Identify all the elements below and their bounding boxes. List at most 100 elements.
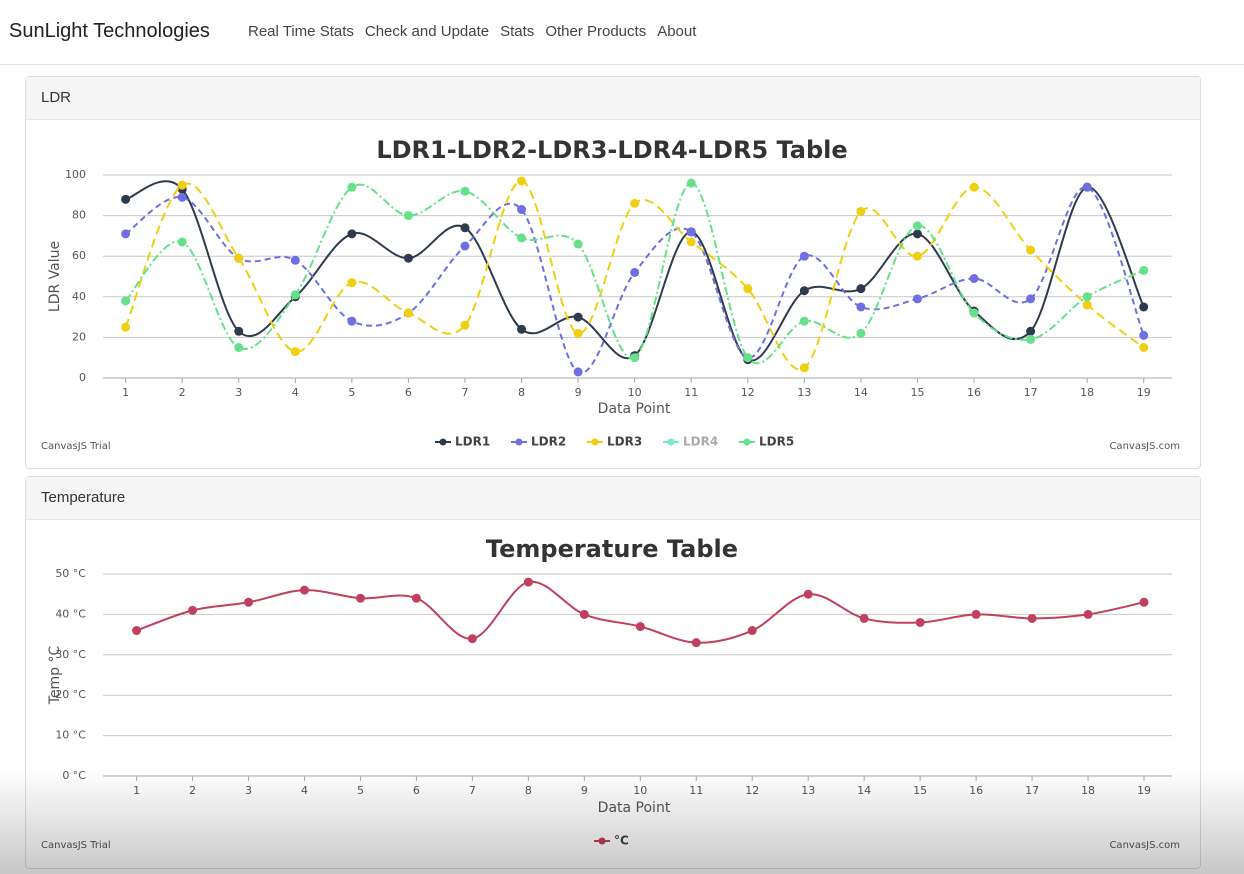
legend-marker bbox=[515, 438, 523, 446]
data-point bbox=[1082, 300, 1092, 310]
y-tick-label: 50 °C bbox=[55, 567, 86, 580]
x-tick-label: 19 bbox=[1137, 784, 1151, 797]
x-tick-label: 13 bbox=[801, 784, 815, 797]
nav-link[interactable]: Real Time Stats bbox=[248, 23, 354, 40]
data-point bbox=[290, 255, 300, 265]
legend-marker bbox=[667, 438, 675, 446]
y-tick-label: 40 °C bbox=[55, 607, 86, 620]
data-point bbox=[856, 207, 866, 217]
data-point bbox=[743, 284, 753, 294]
data-point bbox=[969, 182, 979, 192]
x-tick-label: 15 bbox=[910, 386, 924, 399]
data-point bbox=[686, 227, 696, 237]
data-point bbox=[799, 363, 809, 373]
data-point bbox=[290, 347, 300, 357]
data-point bbox=[630, 267, 640, 277]
data-point bbox=[347, 229, 357, 239]
data-point bbox=[803, 589, 813, 599]
x-tick-label: 5 bbox=[357, 784, 364, 797]
legend-label: LDR3 bbox=[607, 435, 642, 449]
data-point bbox=[517, 233, 527, 243]
data-point bbox=[1026, 334, 1036, 344]
data-point bbox=[686, 237, 696, 247]
navbar: SunLight Technologies Real Time Stats Ch… bbox=[0, 0, 1244, 65]
x-tick-label: 12 bbox=[741, 386, 755, 399]
data-point bbox=[347, 278, 357, 288]
legend-marker bbox=[591, 438, 599, 446]
data-point bbox=[1026, 294, 1036, 304]
x-tick-label: 7 bbox=[469, 784, 476, 797]
x-tick-label: 9 bbox=[575, 386, 582, 399]
data-point bbox=[856, 302, 866, 312]
data-point bbox=[347, 182, 357, 192]
y-tick-label: 80 bbox=[72, 209, 86, 222]
legend-label: LDR1 bbox=[455, 435, 490, 449]
data-point bbox=[691, 638, 701, 648]
data-point bbox=[969, 308, 979, 318]
brand[interactable]: SunLight Technologies bbox=[9, 20, 210, 42]
data-point bbox=[635, 622, 645, 632]
chart-title: LDR1-LDR2-LDR3-LDR4-LDR5 Table bbox=[376, 136, 847, 164]
data-point bbox=[912, 251, 922, 261]
data-point bbox=[859, 613, 869, 623]
legend-label: °C bbox=[614, 834, 629, 848]
data-point bbox=[517, 176, 527, 186]
data-point bbox=[244, 597, 254, 607]
x-tick-label: 4 bbox=[292, 386, 299, 399]
nav-link[interactable]: Check and Update bbox=[364, 23, 490, 40]
data-point bbox=[234, 343, 244, 353]
data-point bbox=[1139, 330, 1149, 340]
legend-label: LDR5 bbox=[759, 435, 794, 449]
x-tick-label: 14 bbox=[857, 784, 871, 797]
legend-label: LDR2 bbox=[531, 435, 566, 449]
y-tick-label: 0 °C bbox=[62, 769, 86, 782]
credit: CanvasJS.com bbox=[1109, 441, 1180, 452]
x-tick-label: 3 bbox=[235, 386, 242, 399]
x-tick-label: 1 bbox=[133, 784, 140, 797]
data-point bbox=[290, 290, 300, 300]
data-point bbox=[579, 609, 589, 619]
data-point bbox=[234, 253, 244, 263]
x-tick-label: 6 bbox=[413, 784, 420, 797]
x-tick-label: 2 bbox=[179, 386, 186, 399]
x-tick-label: 4 bbox=[301, 784, 308, 797]
data-point bbox=[971, 609, 981, 619]
x-tick-label: 16 bbox=[969, 784, 983, 797]
data-point bbox=[573, 328, 583, 338]
legend-marker bbox=[439, 438, 447, 446]
data-point bbox=[856, 328, 866, 338]
data-point bbox=[1083, 609, 1093, 619]
y-tick-label: 40 bbox=[72, 290, 86, 303]
nav-link[interactable]: Stats bbox=[500, 23, 535, 40]
data-point bbox=[460, 320, 470, 330]
data-point bbox=[856, 284, 866, 294]
data-point bbox=[523, 577, 533, 587]
data-point bbox=[403, 308, 413, 318]
nav-link[interactable]: Other Products bbox=[545, 23, 647, 40]
data-point bbox=[460, 223, 470, 233]
data-point bbox=[132, 626, 142, 636]
data-point bbox=[517, 324, 527, 334]
data-point bbox=[630, 353, 640, 363]
data-point bbox=[573, 239, 583, 249]
x-tick-label: 1 bbox=[122, 386, 129, 399]
data-point bbox=[299, 585, 309, 595]
data-point bbox=[1082, 182, 1092, 192]
x-tick-label: 3 bbox=[245, 784, 252, 797]
x-tick-label: 11 bbox=[684, 386, 698, 399]
legend-marker bbox=[743, 438, 751, 446]
nav-link[interactable]: About bbox=[657, 23, 697, 40]
chart-title: Temperature Table bbox=[486, 535, 738, 563]
series-line bbox=[125, 186, 1145, 374]
x-tick-label: 17 bbox=[1025, 784, 1039, 797]
data-point bbox=[912, 294, 922, 304]
y-tick-label: 20 °C bbox=[55, 688, 86, 701]
data-point bbox=[121, 194, 131, 204]
panel: LDR bbox=[25, 76, 1201, 469]
x-tick-label: 5 bbox=[348, 386, 355, 399]
legend-label: LDR4 bbox=[683, 435, 718, 449]
x-tick-label: 14 bbox=[854, 386, 868, 399]
x-tick-label: 16 bbox=[967, 386, 981, 399]
